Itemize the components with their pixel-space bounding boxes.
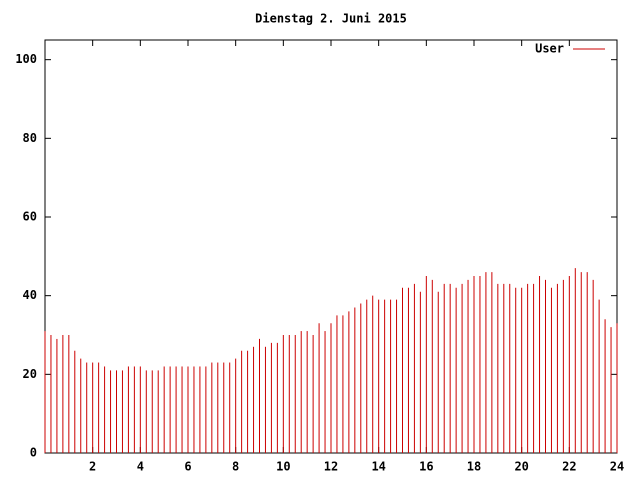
y-tick-label: 40	[23, 288, 37, 302]
legend-label: User	[535, 42, 564, 56]
x-tick-label: 2	[89, 460, 96, 474]
x-tick-label: 18	[467, 460, 481, 474]
y-tick-label: 100	[15, 52, 37, 66]
x-tick-label: 16	[419, 460, 433, 474]
x-tick-label: 6	[184, 460, 191, 474]
x-tick-label: 22	[562, 460, 576, 474]
y-tick-label: 0	[30, 446, 37, 460]
x-tick-label: 10	[276, 460, 290, 474]
x-tick-label: 8	[232, 460, 239, 474]
chart-title: Dienstag 2. Juni 2015	[255, 12, 407, 26]
x-tick-label: 4	[137, 460, 144, 474]
x-tick-label: 14	[371, 460, 385, 474]
x-tick-label: 12	[324, 460, 338, 474]
y-tick-label: 80	[23, 131, 37, 145]
y-tick-label: 20	[23, 367, 37, 381]
y-tick-label: 60	[23, 210, 37, 224]
x-tick-label: 24	[610, 460, 624, 474]
x-tick-label: 20	[514, 460, 528, 474]
